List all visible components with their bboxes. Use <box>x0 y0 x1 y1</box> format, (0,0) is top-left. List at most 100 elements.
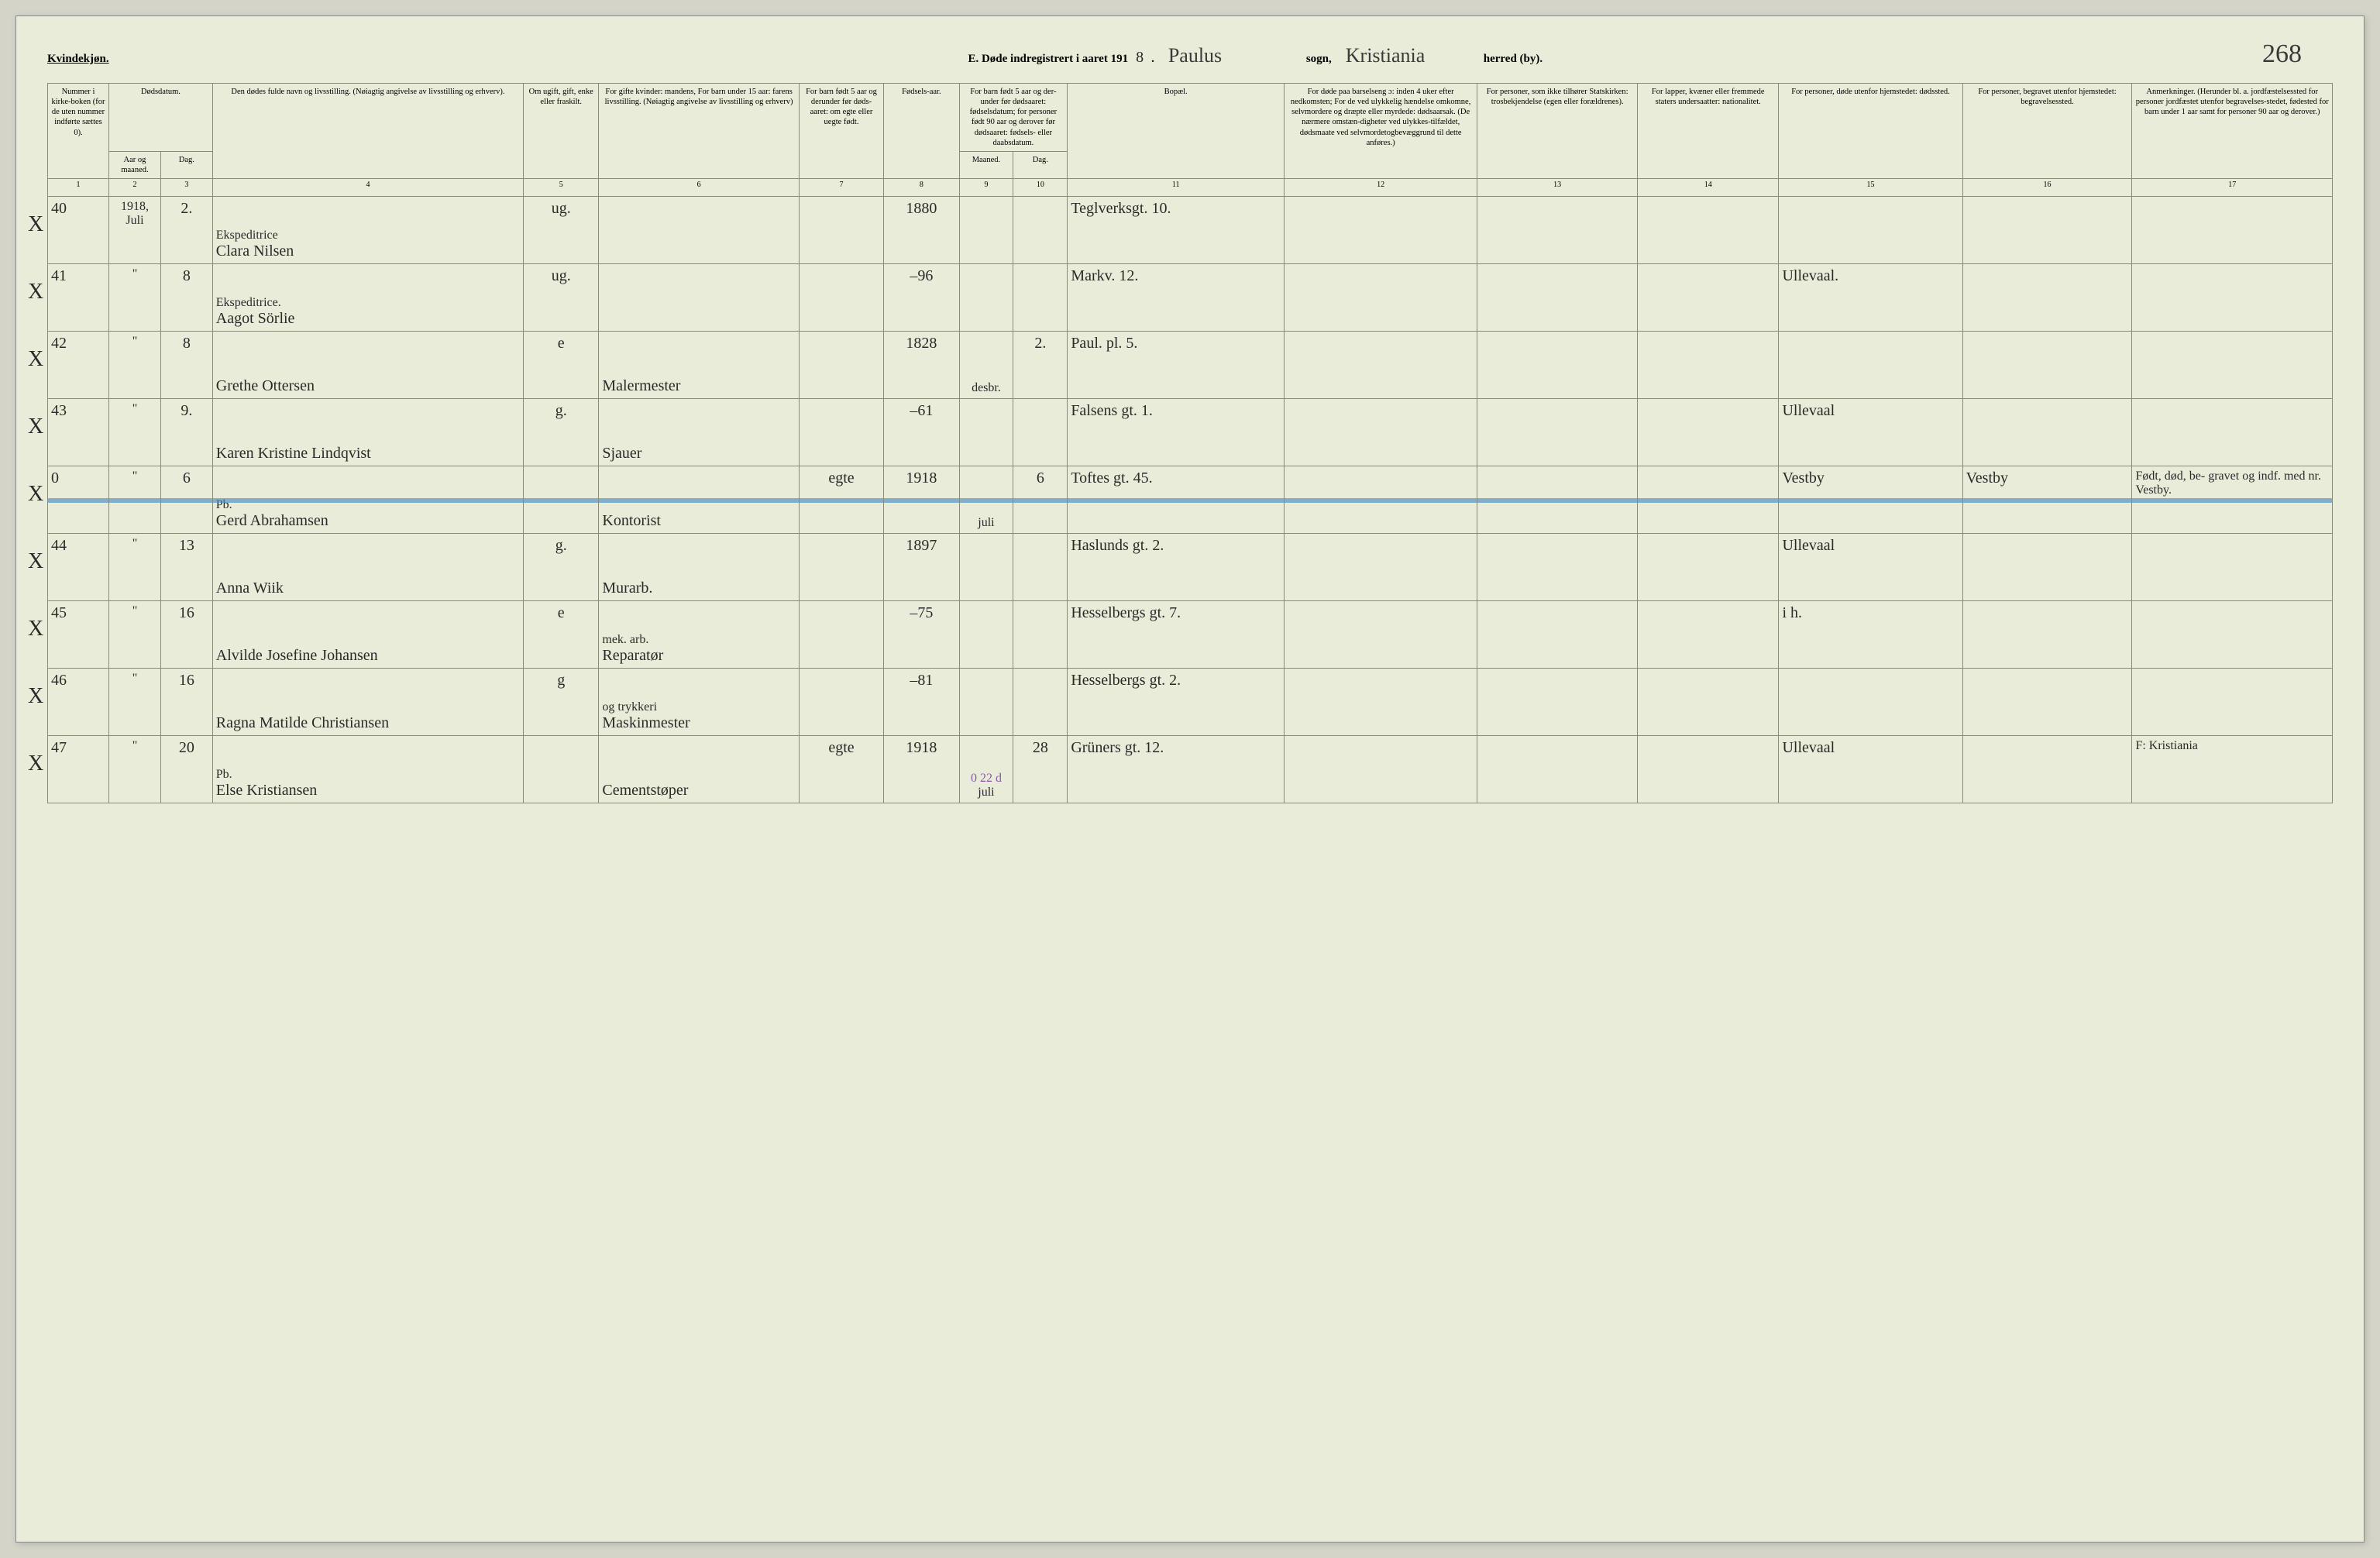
table-row: 47X"20Pb.Else KristiansenCementstøperegt… <box>48 736 2333 803</box>
cell: 47X <box>48 736 109 803</box>
cell: Kontorist <box>599 466 799 534</box>
cell: Født, død, be- gravet og indf. med nr. V… <box>2132 466 2333 534</box>
table-head: Nummer i kirke-boken (for de uten nummer… <box>48 84 2333 197</box>
cell: Falsens gt. 1. <box>1068 399 1285 466</box>
cn2: 2 <box>109 179 161 197</box>
cell: 16 <box>160 669 212 736</box>
cell: 1918 <box>884 736 959 803</box>
h9b: Dag. <box>1013 151 1068 178</box>
cell: 1880 <box>884 197 959 264</box>
cell <box>799 399 883 466</box>
cell <box>959 197 1013 264</box>
cell: 41X <box>48 264 109 332</box>
cell: –61 <box>884 399 959 466</box>
h4: Den dødes fulde navn og livsstilling. (N… <box>212 84 523 179</box>
cell <box>1477 736 1638 803</box>
cell: g <box>524 669 599 736</box>
cell: 9. <box>160 399 212 466</box>
cell: 16 <box>160 601 212 669</box>
cell <box>1285 264 1477 332</box>
cell: 46X <box>48 669 109 736</box>
x-mark: X <box>28 482 43 507</box>
cell: Hesselbergs gt. 7. <box>1068 601 1285 669</box>
cell <box>2132 399 2333 466</box>
cell: ug. <box>524 264 599 332</box>
cell <box>599 264 799 332</box>
x-mark: X <box>28 212 43 237</box>
cell: og trykkeriMaskinmester <box>599 669 799 736</box>
cell: Vestby <box>1962 466 2132 534</box>
cell <box>1962 399 2132 466</box>
cell <box>1013 534 1068 601</box>
cell <box>959 264 1013 332</box>
cell <box>1638 736 1779 803</box>
cell <box>959 534 1013 601</box>
cell: e <box>524 601 599 669</box>
cell: " <box>109 264 161 332</box>
cell <box>1779 332 1962 399</box>
h15: For personer, døde utenfor hjemstedet: d… <box>1779 84 1962 179</box>
cell <box>959 669 1013 736</box>
year-suffix: 8 <box>1136 49 1144 67</box>
header-row: Kvindekjøn. E. Døde indregistrert i aare… <box>47 40 2333 69</box>
cell: egte <box>799 736 883 803</box>
cell: g. <box>524 399 599 466</box>
cell <box>524 466 599 534</box>
cell <box>1962 264 2132 332</box>
h11: Bopæl. <box>1068 84 1285 179</box>
cn15: 15 <box>1779 179 1962 197</box>
x-mark: X <box>28 751 43 776</box>
cell <box>1285 534 1477 601</box>
cell: Teglverksgt. 10. <box>1068 197 1285 264</box>
cell: e <box>524 332 599 399</box>
cn1: 1 <box>48 179 109 197</box>
cell <box>2132 197 2333 264</box>
cell <box>1638 332 1779 399</box>
cell: juli <box>959 466 1013 534</box>
cell <box>1013 601 1068 669</box>
cn7: 7 <box>799 179 883 197</box>
cell: Ullevaal <box>1779 534 1962 601</box>
h2a: Aar og maaned. <box>109 151 161 178</box>
cell <box>1779 669 1962 736</box>
cell: –75 <box>884 601 959 669</box>
cn11: 11 <box>1068 179 1285 197</box>
cell: Haslunds gt. 2. <box>1068 534 1285 601</box>
cell <box>1013 399 1068 466</box>
cn6: 6 <box>599 179 799 197</box>
cn3: 3 <box>160 179 212 197</box>
cell: desbr. <box>959 332 1013 399</box>
cell: 6 <box>1013 466 1068 534</box>
h17: Anmerkninger. (Herunder bl. a. jordfæste… <box>2132 84 2333 179</box>
cell: 28 <box>1013 736 1068 803</box>
cell <box>799 534 883 601</box>
cell: EkspeditriceClara Nilsen <box>212 197 523 264</box>
parish-label: sogn, <box>1306 53 1332 66</box>
cell: 8 <box>160 332 212 399</box>
cn16: 16 <box>1962 179 2132 197</box>
x-mark: X <box>28 280 43 304</box>
cell <box>1779 197 1962 264</box>
cell: 45X <box>48 601 109 669</box>
h2g: Dødsdatum. <box>109 84 213 152</box>
cell <box>2132 601 2333 669</box>
table-body: 40X1918, Juli2.EkspeditriceClara Nilsenu… <box>48 197 2333 803</box>
x-mark: X <box>28 617 43 641</box>
cell: 1897 <box>884 534 959 601</box>
cell <box>799 601 883 669</box>
cn4: 4 <box>212 179 523 197</box>
cell: 0 22 djuli <box>959 736 1013 803</box>
cell <box>1638 669 1779 736</box>
cell <box>1013 264 1068 332</box>
cell: Vestby <box>1779 466 1962 534</box>
cell <box>599 197 799 264</box>
cell <box>1477 399 1638 466</box>
cell: Toftes gt. 45. <box>1068 466 1285 534</box>
cell <box>1638 399 1779 466</box>
cell <box>1962 534 2132 601</box>
h6: For gifte kvinder: mandens, For barn und… <box>599 84 799 179</box>
cell: –96 <box>884 264 959 332</box>
table-row: 44X"13Anna Wiikg.Murarb.1897Haslunds gt.… <box>48 534 2333 601</box>
cell: Ullevaal <box>1779 736 1962 803</box>
cell: " <box>109 601 161 669</box>
